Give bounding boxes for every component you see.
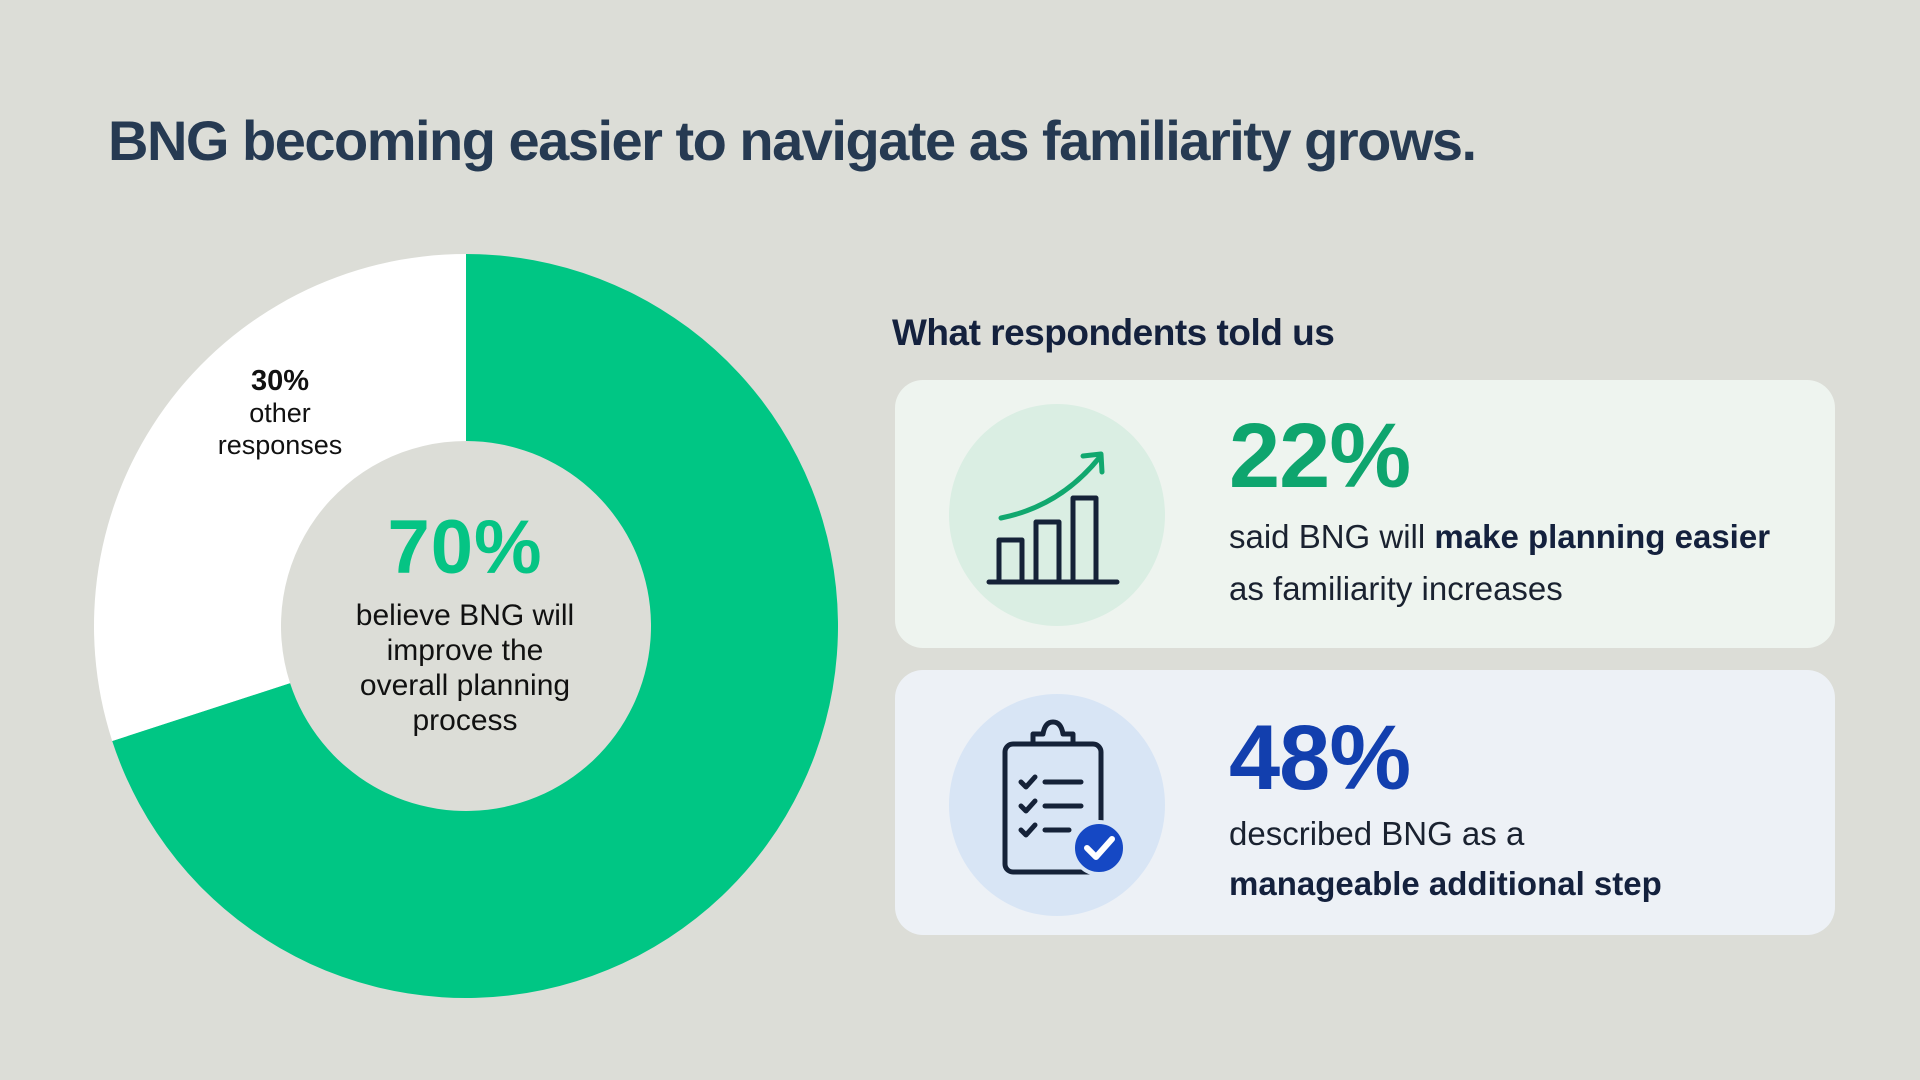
center-desc-line: process [412,704,518,737]
stat-percentage: 48% [1229,707,1411,809]
donut-slice-improve [112,254,838,998]
donut-center-description: believe BNG will improve the overall pla… [280,598,650,738]
section-heading: What respondents told us [892,312,1335,353]
stat-card-manageable-step: 48% described BNG as a manageable additi… [895,670,1835,935]
stat-description-emphasis: manageable additional step [1229,865,1662,902]
other-slice-desc-line: other [249,398,311,428]
stat-desc-text: said BNG will [1229,518,1435,555]
donut-chart [94,254,838,998]
icon-circle [949,694,1165,916]
stat-desc-emphasis: make planning easier [1434,518,1771,555]
donut-center-label: 70% believe BNG will improve the overall… [280,510,650,738]
bar-chart-growth-icon [986,451,1120,585]
center-desc-line: improve the [386,634,544,667]
page-title: BNG becoming easier to navigate as famil… [108,109,1477,172]
stat-percentage: 22% [1229,405,1411,507]
stat-card-planning-easier: 22% said BNG will make planning easier a… [895,380,1835,648]
center-desc-line: believe BNG will [355,599,575,632]
icon-circle [949,404,1165,626]
stat-description-line: described BNG as a [1229,815,1525,852]
other-slice-label: 30% other responses [170,365,390,461]
other-slice-desc-line: responses [217,430,343,460]
stat-description-line: said BNG will make planning easier [1229,518,1770,556]
center-desc-line: overall planning [359,669,571,702]
clipboard-checklist-icon [1002,719,1127,876]
other-slice-percentage: 30% [250,365,310,397]
donut-center-percentage: 70% [387,505,543,590]
donut-slice-other [94,254,466,741]
stat-description-line: as familiarity increases [1229,570,1563,607]
